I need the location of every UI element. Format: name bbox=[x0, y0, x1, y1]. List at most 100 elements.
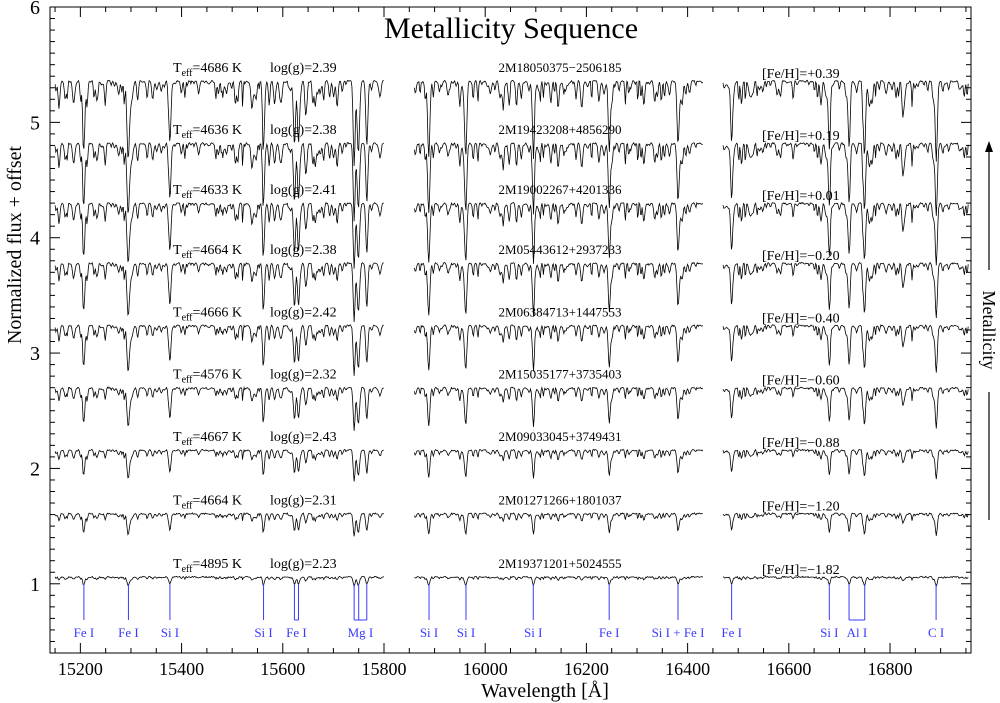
x-tick-label: 16200 bbox=[564, 659, 609, 679]
x-tick-label: 15600 bbox=[260, 659, 305, 679]
spectrum-1-segment bbox=[54, 141, 384, 222]
chart-title: Metallicity Sequence bbox=[384, 12, 638, 45]
feh-label: [Fe/H]=+0.39 bbox=[762, 67, 840, 82]
spectrum-7-segment bbox=[54, 512, 384, 537]
spectrum-7-segment bbox=[414, 512, 703, 536]
line-marker-label: Si I bbox=[420, 625, 438, 640]
x-tick-label: 15200 bbox=[58, 659, 103, 679]
line-marker-label: Fe I bbox=[118, 625, 139, 640]
teff-label: Teff=4576 K bbox=[173, 368, 242, 386]
logg-label: log(g)=2.31 bbox=[270, 493, 337, 508]
line-marker-label: Fe I bbox=[721, 625, 742, 640]
star-id-label: 2M18050375−2506185 bbox=[499, 60, 622, 75]
star-id-label: 2M19002267+4201336 bbox=[499, 182, 622, 197]
spectrum-5-segment bbox=[722, 386, 969, 429]
line-markers-group: Fe I Fe I Si I Si I Fe I Mg I Si I Si I Si I Fe I… bbox=[74, 584, 944, 640]
x-tick-label: 15400 bbox=[159, 659, 204, 679]
logg-label: log(g)=2.38 bbox=[270, 243, 337, 258]
spectrum-5-segment bbox=[414, 386, 704, 428]
feh-label: [Fe/H]=−0.88 bbox=[762, 436, 840, 451]
spectrum-2-segment bbox=[414, 201, 704, 264]
line-marker-label: Si I bbox=[161, 625, 179, 640]
x-tick-label: 16400 bbox=[665, 659, 710, 679]
spectrum-7-segment bbox=[722, 512, 969, 536]
teff-label: Teff=4667 K bbox=[173, 430, 242, 448]
x-tick-label: 16600 bbox=[766, 659, 811, 679]
metallicity-arrow-head bbox=[985, 141, 993, 152]
spectrum-2-segment bbox=[722, 201, 969, 266]
logg-label: log(g)=2.43 bbox=[270, 430, 337, 445]
line-marker-label: Si I bbox=[254, 625, 272, 640]
line-marker-label: Fe I bbox=[74, 625, 95, 640]
teff-label: Teff=4666 K bbox=[173, 305, 242, 323]
y-tick-label: 1 bbox=[30, 574, 40, 596]
logg-label: log(g)=2.39 bbox=[270, 61, 337, 76]
spectrum-0-segment bbox=[722, 79, 969, 162]
line-marker-label: Mg I bbox=[348, 625, 374, 640]
y-tick-label: 5 bbox=[30, 112, 40, 134]
spectrum-6-segment bbox=[722, 448, 969, 480]
spectrum-1-segment bbox=[414, 141, 703, 215]
logg-label: log(g)=2.32 bbox=[270, 368, 337, 383]
x-tick-label: 16800 bbox=[868, 659, 913, 679]
spectrum-6-segment bbox=[414, 448, 704, 479]
feh-label: [Fe/H]=−0.40 bbox=[762, 311, 840, 326]
line-marker-label: Fe I bbox=[286, 625, 307, 640]
logg-label: log(g)=2.42 bbox=[270, 305, 337, 320]
y-axis-label: Normalized flux + offset bbox=[4, 146, 26, 345]
star-labels-group: Teff=4686 K log(g)=2.39 2M18050375−2506185… bbox=[173, 60, 840, 578]
line-marker-label: Si I bbox=[524, 625, 542, 640]
logg-label: log(g)=2.41 bbox=[270, 183, 337, 198]
line-marker-label: Al I bbox=[847, 625, 868, 640]
spectra-group bbox=[54, 79, 969, 588]
feh-label: [Fe/H]=−1.82 bbox=[762, 563, 840, 578]
teff-label: Teff=4636 K bbox=[173, 123, 242, 141]
spectrum-4-segment bbox=[54, 324, 384, 376]
feh-label: [Fe/H]=+0.01 bbox=[762, 189, 840, 204]
teff-label: Teff=4664 K bbox=[173, 243, 242, 261]
logg-label: log(g)=2.38 bbox=[270, 123, 337, 138]
spectrum-4-segment bbox=[722, 324, 969, 373]
star-id-label: 2M15035177+3735403 bbox=[499, 367, 622, 382]
spectrum-8-segment bbox=[722, 575, 969, 588]
feh-label: [Fe/H]=−0.60 bbox=[762, 374, 840, 389]
x-tick-label: 16000 bbox=[463, 659, 508, 679]
x-axis-label: Wavelength [Å] bbox=[481, 680, 609, 702]
logg-label: log(g)=2.23 bbox=[270, 557, 337, 572]
star-id-label: 2M19371201+5024555 bbox=[499, 556, 622, 571]
line-marker-label: Si I bbox=[457, 625, 475, 640]
teff-label: Teff=4664 K bbox=[173, 493, 242, 511]
x-tick-label: 15800 bbox=[361, 659, 406, 679]
metallicity-arrow: Metallicity bbox=[979, 141, 999, 520]
spectrum-3-segment bbox=[414, 261, 704, 317]
teff-label: Teff=4895 K bbox=[173, 557, 242, 575]
line-marker-label: C I bbox=[928, 625, 944, 640]
line-marker-label: Fe I bbox=[599, 625, 620, 640]
spectrum-3-segment bbox=[54, 261, 384, 323]
spectrum-0-segment bbox=[54, 79, 384, 167]
spectrum-8-segment bbox=[54, 575, 384, 588]
feh-label: [Fe/H]=−1.20 bbox=[762, 499, 840, 514]
spectrum-1-segment bbox=[722, 142, 969, 216]
y-tick-label: 3 bbox=[30, 343, 40, 365]
spectrum-3-segment bbox=[722, 262, 969, 319]
spectrum-5-segment bbox=[54, 386, 384, 431]
spectrum-8-segment bbox=[414, 575, 704, 587]
teff-label: Teff=4686 K bbox=[173, 61, 242, 79]
metallicity-annotation: Metallicity bbox=[979, 291, 999, 370]
star-id-label: 2M06384713+1447553 bbox=[499, 304, 622, 319]
star-id-label: 2M05443612+2937233 bbox=[499, 242, 622, 257]
line-marker-label: Si I bbox=[820, 625, 838, 640]
line-marker-label: Si I + Fe I bbox=[652, 625, 705, 640]
axis-ticks-group: 15200 15400 15600 15800 16000 16200 16400 16600… bbox=[30, 0, 971, 679]
spectrum-0-segment bbox=[414, 79, 704, 160]
star-id-label: 2M01271266+1801037 bbox=[499, 492, 622, 507]
spectrum-2-segment bbox=[54, 201, 384, 269]
y-tick-label: 2 bbox=[30, 458, 40, 480]
star-id-label: 2M19423208+4856290 bbox=[499, 122, 622, 137]
spectrum-6-segment bbox=[54, 448, 384, 482]
star-id-label: 2M09033045+3749431 bbox=[499, 429, 622, 444]
feh-label: [Fe/H]=+0.19 bbox=[762, 129, 840, 144]
